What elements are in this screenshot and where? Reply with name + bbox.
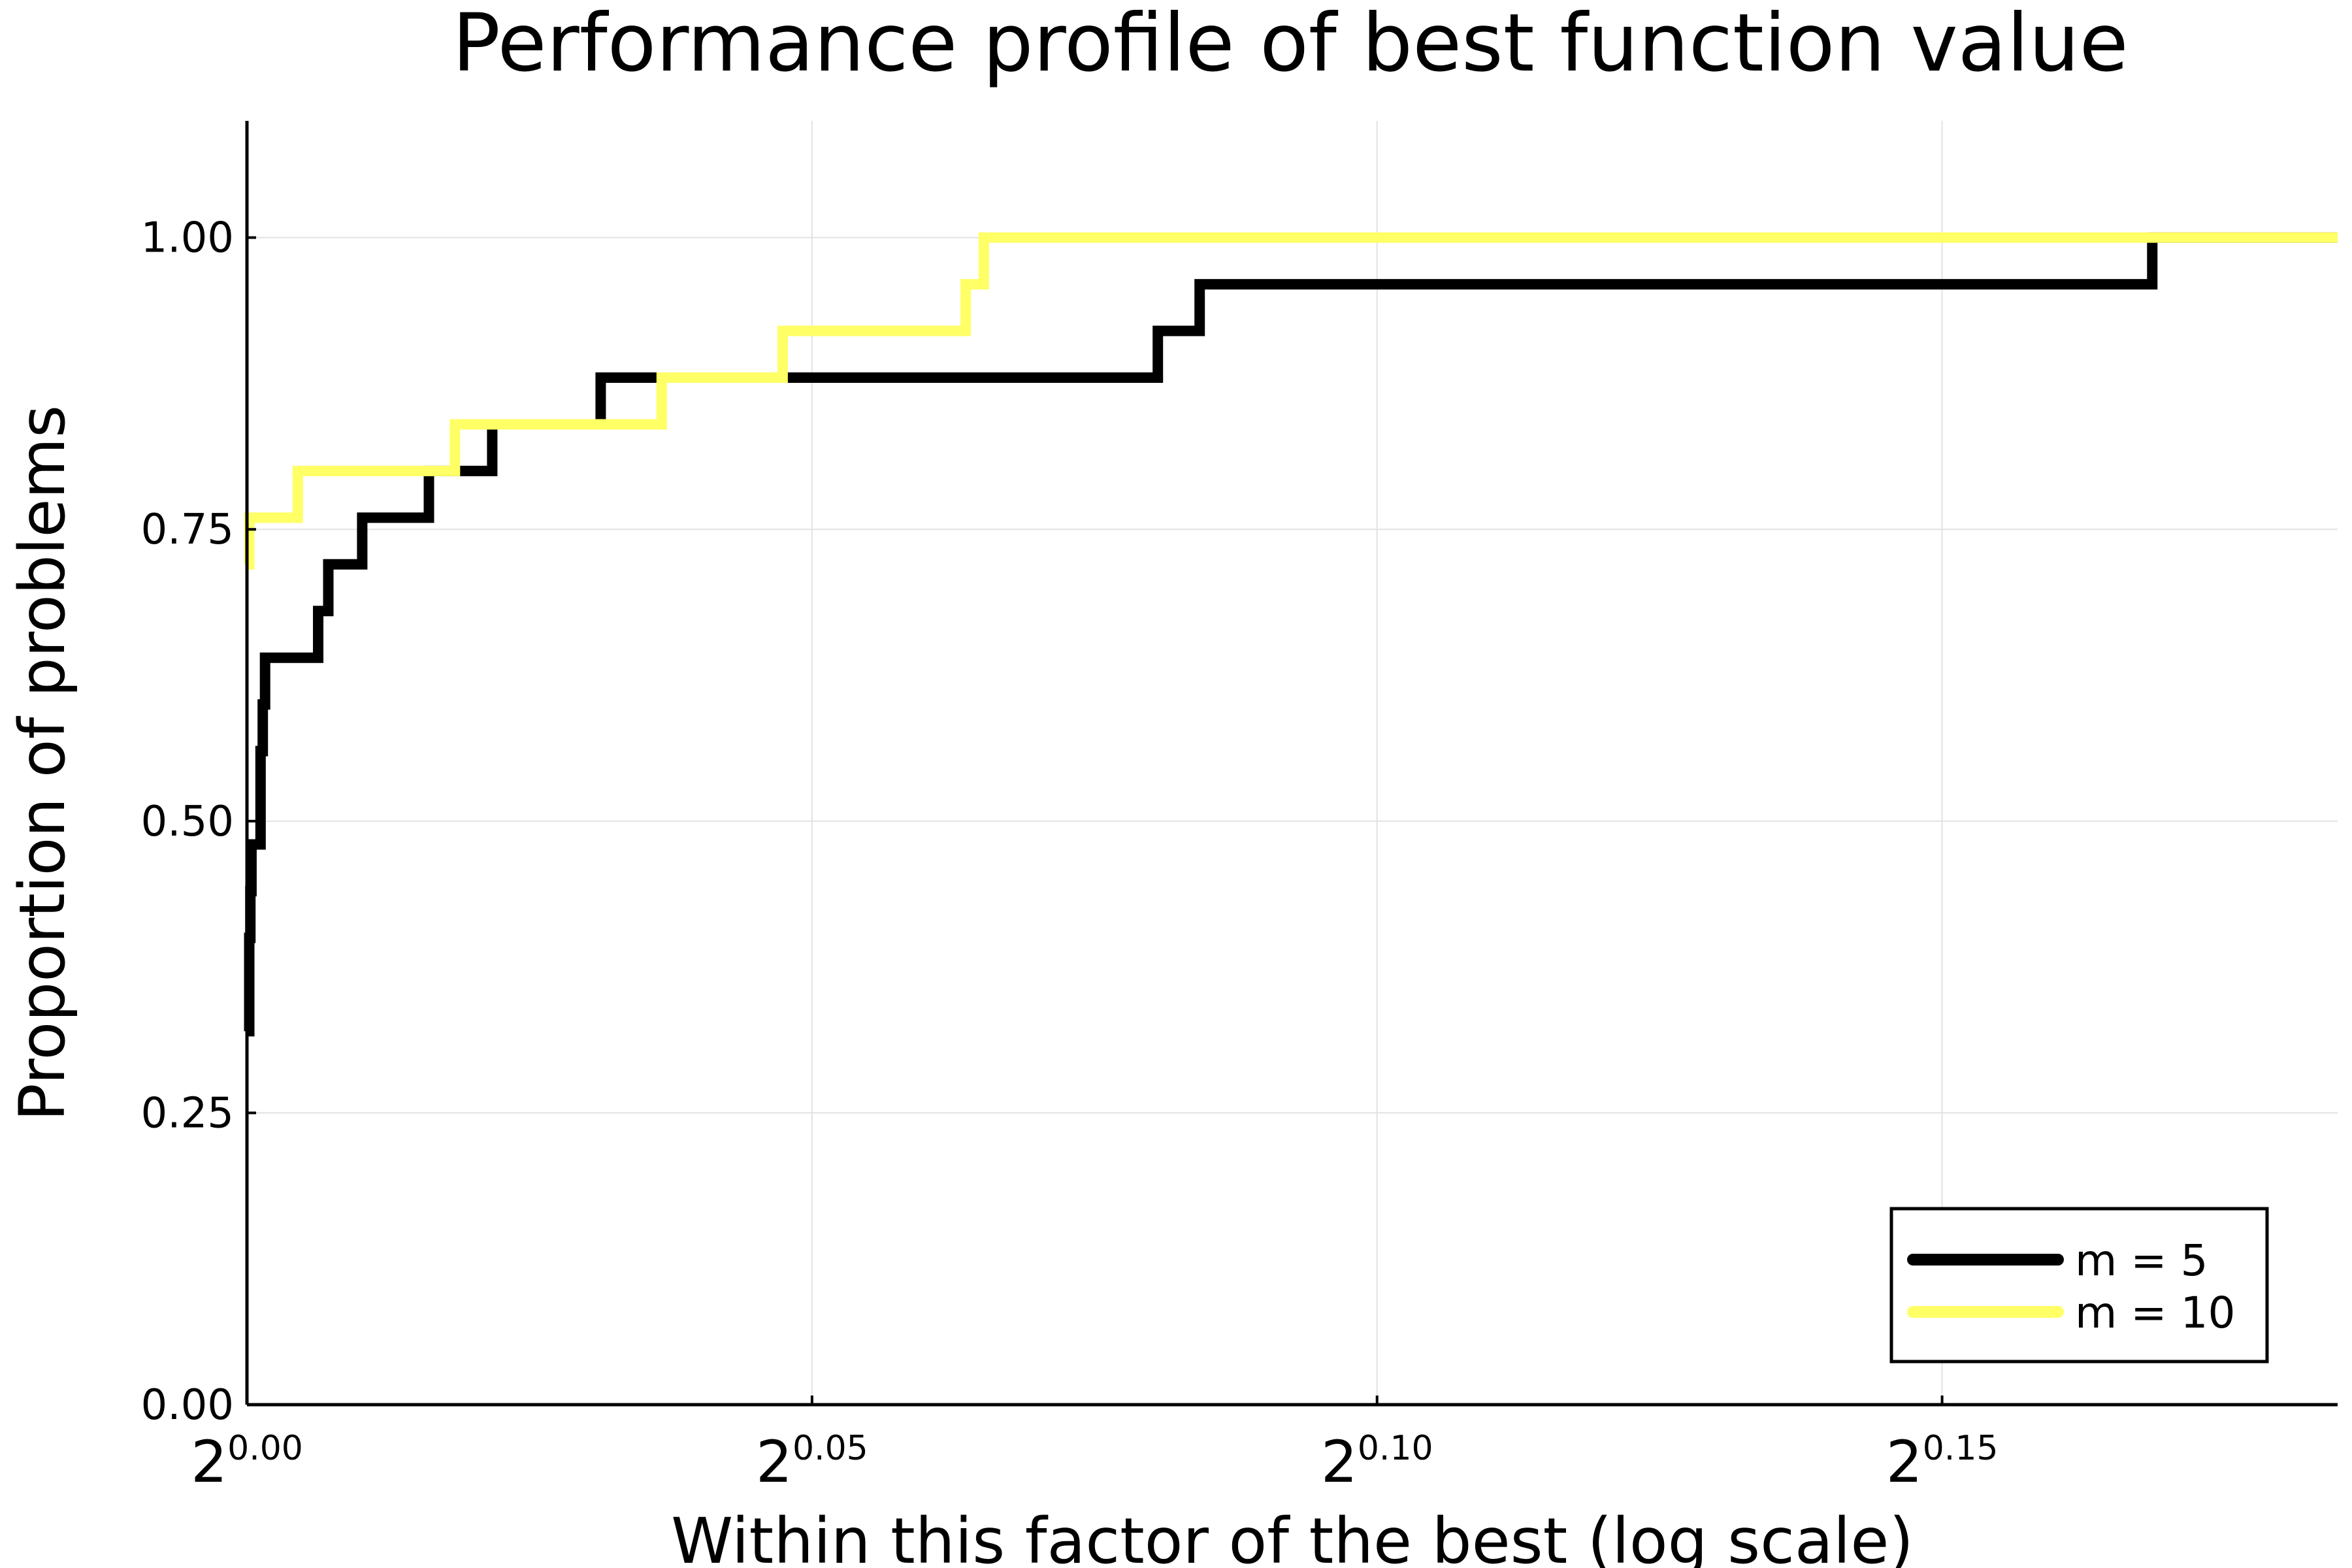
legend-box: [1889, 1207, 2269, 1364]
x-tick-label: 20.05: [756, 1428, 868, 1495]
series-line-m10: [244, 232, 2338, 570]
y-tick-label: 0.25: [141, 1089, 235, 1137]
y-axis-title: Proportion of problems: [6, 405, 79, 1121]
y-tick-label: 0.75: [141, 506, 235, 554]
legend-label-m10: m = 10: [2075, 1288, 2236, 1338]
x-tick-label: 20.00: [191, 1428, 303, 1495]
chart-title: Performance profile of best function val…: [452, 0, 2128, 90]
series-line-m5: [244, 232, 2338, 1037]
legend: m = 5 m = 10: [1889, 1207, 2269, 1364]
x-tick-label: 20.10: [1321, 1428, 1433, 1495]
x-axis-title: Within this factor of the best (log scal…: [671, 1505, 1914, 1568]
x-tick-label: 20.15: [1886, 1428, 1999, 1495]
legend-label-m5: m = 5: [2075, 1235, 2208, 1286]
y-tick-label: 1.00: [141, 214, 235, 263]
y-tick-label: 0.50: [141, 798, 235, 846]
axis-ticks: 0.00 0.25 0.50 0.75 1.00 20.00 20.05 20.10 20.15: [141, 214, 1999, 1495]
series-lines: [244, 232, 2338, 1037]
axes: [245, 121, 2338, 1407]
y-tick-label: 0.00: [141, 1381, 235, 1429]
